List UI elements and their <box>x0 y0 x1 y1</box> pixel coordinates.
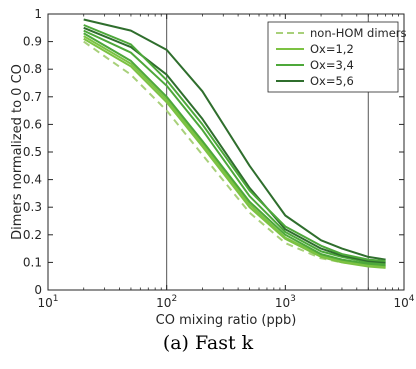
y-tick-label-1: 0.1 <box>23 255 42 269</box>
figure-caption: (a) Fast k <box>162 332 254 354</box>
y-tick-label-9: 0.9 <box>23 35 42 49</box>
chart: 101 102 103 104 0 0.1 0.2 0.3 0.4 0.5 0.6 0.7 0.8 0.… <box>10 7 415 328</box>
series-line-4 <box>83 29 386 265</box>
x-tick-label-1: 102 <box>156 294 177 310</box>
y-axis-label: Dimers normalized to 0 CO <box>10 64 25 240</box>
y-tick-label-8: 0.8 <box>23 62 42 76</box>
series-line-2 <box>83 35 386 268</box>
x-tick-label-2: 103 <box>275 294 296 310</box>
y-tick-label-0: 0 <box>34 283 42 297</box>
series-line-1 <box>83 37 386 269</box>
y-tick-label-2: 0.2 <box>23 228 42 242</box>
x-tick-label-3: 104 <box>393 294 414 310</box>
series-line-6 <box>83 18 386 261</box>
legend-label-3: Ox=5,6 <box>310 74 354 88</box>
x-axis-label: CO mixing ratio (ppb) <box>156 313 297 328</box>
y-tick-label-4: 0.4 <box>23 173 42 187</box>
y-tick-label-5: 0.5 <box>23 145 42 159</box>
x-tick-label-0: 101 <box>37 294 58 310</box>
series-line-7 <box>83 24 386 262</box>
y-tick-label-3: 0.3 <box>23 200 42 214</box>
legend: non-HOM dimers Ox=1,2 Ox=3,4 Ox=5,6 <box>267 21 407 93</box>
y-tick-label-6: 0.6 <box>23 117 42 131</box>
y-tick-label-10: 1 <box>34 7 42 21</box>
series-line-3 <box>83 32 386 267</box>
legend-label-1: Ox=1,2 <box>310 42 354 56</box>
y-tick-label-7: 0.7 <box>23 90 42 104</box>
legend-label-2: Ox=3,4 <box>310 58 354 72</box>
legend-label-0: non-HOM dimers <box>310 26 407 40</box>
